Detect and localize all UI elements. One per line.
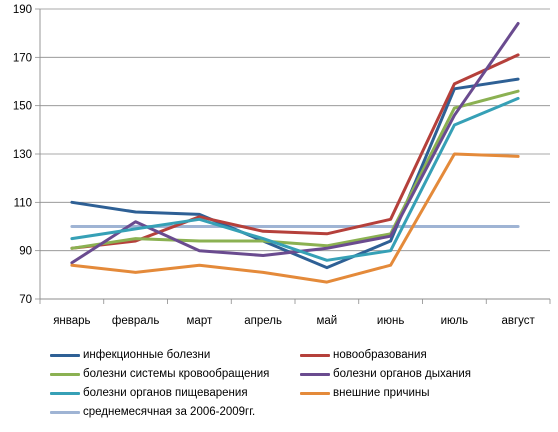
legend-label: внешние причины — [333, 387, 430, 399]
legend-swatch — [50, 372, 80, 376]
x-tick-label: август — [501, 315, 535, 327]
legend-item: болезни системы кровообращения — [50, 365, 269, 383]
x-tick-label: февраль — [112, 315, 159, 327]
legend-swatch — [50, 410, 80, 414]
legend-label: болезни органов дыхания — [333, 368, 471, 380]
legend-label: болезни органов пищеварения — [83, 387, 248, 399]
x-tick-label: май — [317, 315, 338, 327]
series-line — [70, 89, 520, 250]
legend-item: болезни органов пищеварения — [50, 384, 248, 402]
y-tick-label: 170 — [13, 52, 32, 64]
legend-label: болезни системы кровообращения — [83, 368, 270, 380]
chart-canvas: 70 90 110 130 150 170 190 январь февраль март апр… — [13, 4, 551, 327]
x-tick-label: март — [187, 315, 213, 327]
x-tick-label: апрель — [244, 315, 282, 327]
legend-item: внешние причины — [300, 384, 430, 402]
legend-item: инфекционные болезни — [50, 346, 210, 364]
legend-item: новообразования — [300, 346, 427, 364]
legend-label: новообразования — [333, 349, 427, 361]
legend-label: среднемесячная за 2006-2009гг. — [83, 406, 256, 418]
y-tick-label: 90 — [19, 246, 32, 258]
y-tick-label: 130 — [13, 149, 32, 161]
legend-label: инфекционные болезни — [83, 349, 211, 361]
legend-swatch — [300, 391, 330, 395]
x-tick-label: июнь — [377, 315, 404, 327]
y-tick-label: 150 — [13, 101, 32, 113]
legend-item: среднемесячная за 2006-2009гг. — [50, 403, 255, 421]
y-tick-label: 70 — [19, 294, 32, 306]
y-tick-label: 190 — [13, 4, 32, 16]
legend-swatch — [300, 353, 330, 357]
series-line — [70, 53, 520, 250]
x-tick-label: июль — [441, 315, 469, 327]
legend-swatch — [300, 372, 330, 376]
legend-item: болезни органов дыхания — [300, 365, 471, 383]
y-tick-label: 110 — [14, 197, 32, 209]
series-line — [70, 152, 520, 284]
series-line — [70, 77, 520, 270]
legend-swatch — [50, 353, 80, 357]
series-line — [70, 96, 520, 262]
x-tick-label: январь — [53, 315, 90, 327]
legend-swatch — [50, 391, 80, 395]
